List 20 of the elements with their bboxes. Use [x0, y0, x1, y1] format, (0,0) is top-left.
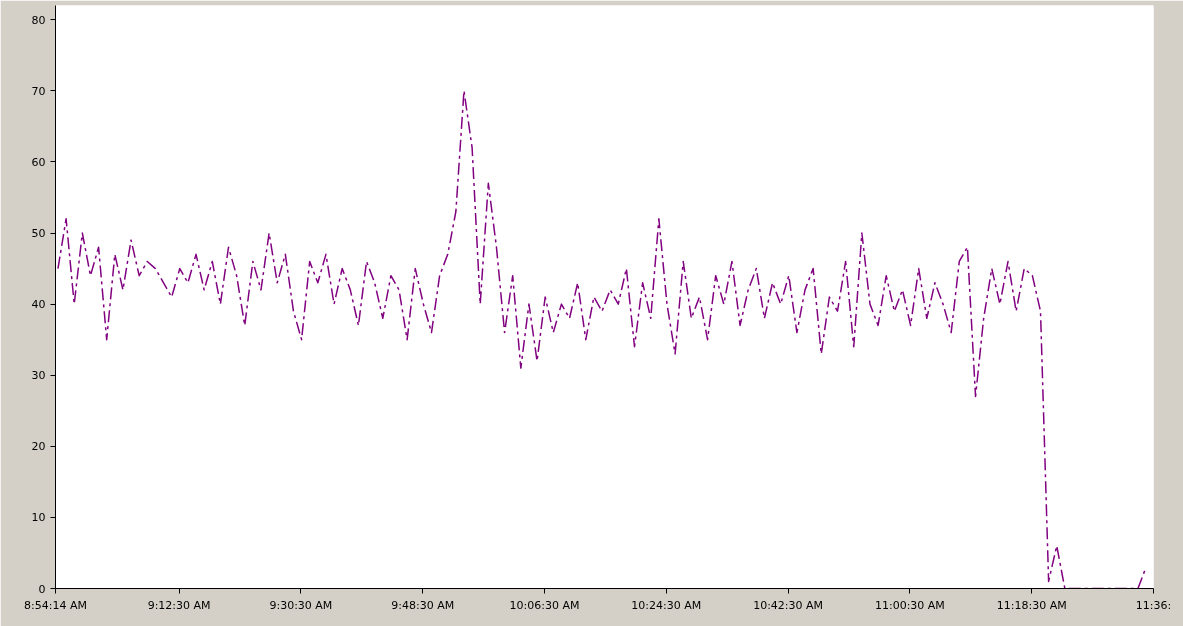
x-tick-label: 11:36: [1135, 598, 1172, 612]
y-tick-label: 0 [38, 582, 46, 596]
x-tick-label: 10:24:30 AM [631, 598, 702, 612]
x-tick-label: 9:48:30 AM [391, 598, 455, 612]
x-tick-label: 8:54:14 AM [24, 598, 87, 612]
y-tick-label: 20 [31, 440, 46, 454]
y-tick-label: 30 [31, 369, 46, 383]
line-series [57, 90, 1147, 589]
y-tick-label: 70 [31, 84, 46, 98]
x-tick-label: 9:30:30 AM [269, 598, 333, 612]
y-tick-label: 80 [31, 13, 46, 27]
x-tick-label: 9:12:30 AM [147, 598, 211, 612]
x-tick-label: 11:00:30 AM [874, 598, 945, 612]
x-tick-label: 10:06:30 AM [509, 598, 580, 612]
x-tick-label: 10:42:30 AM [753, 598, 824, 612]
x-tick-label: 11:18:30 AM [996, 598, 1067, 612]
y-tick-label: 40 [31, 298, 46, 312]
y-tick-label: 50 [31, 227, 46, 241]
y-tick-label: 10 [31, 511, 46, 525]
y-tick-label: 60 [31, 155, 46, 169]
